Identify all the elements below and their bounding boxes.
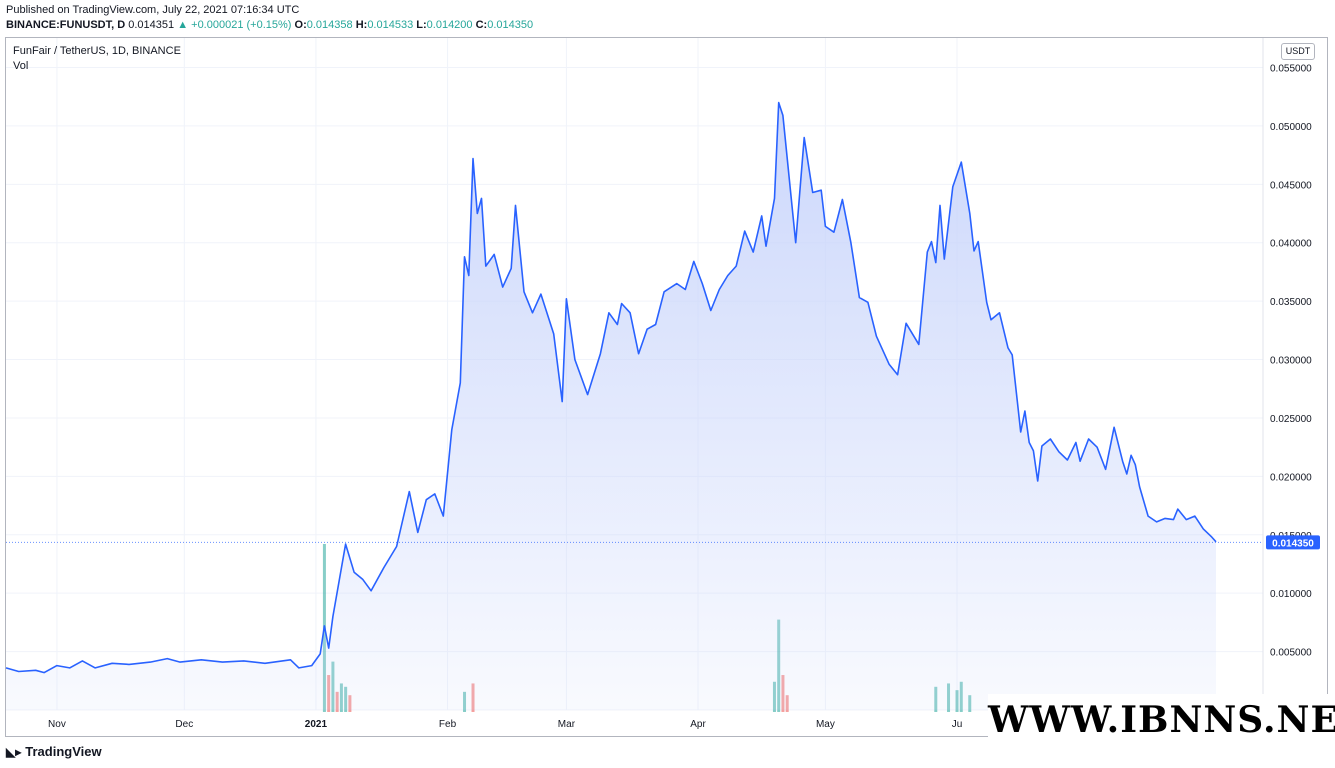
price-line <box>5 101 1217 674</box>
x-tick-label: Ju <box>952 719 963 730</box>
x-tick-label: Nov <box>48 719 66 730</box>
area-fill <box>6 102 1216 711</box>
y-tick-label: 0.030000 <box>1270 356 1312 367</box>
open-value: 0.014358 <box>306 19 353 31</box>
close-value: 0.014350 <box>487 19 534 31</box>
tradingview-logo-text: TradingView <box>25 744 102 759</box>
watermark: WWW.IBNNS.NET <box>988 694 1335 746</box>
x-tick-label: 2021 <box>305 719 328 730</box>
x-tick-label: Apr <box>690 719 706 730</box>
y-tick-label: 0.035000 <box>1270 297 1312 308</box>
last-price-tag <box>1266 535 1320 550</box>
last-price-line: 0.014350 <box>6 535 1320 550</box>
y-axis: 0.0000000.0050000.0100000.0150000.020000… <box>1270 64 1312 717</box>
y-tick-label: 0.050000 <box>1270 122 1312 133</box>
low-value: 0.014200 <box>426 19 473 31</box>
close-label: C: <box>475 19 488 31</box>
change-value: +0.000021 (+0.15%) <box>191 19 292 31</box>
x-axis: Nov Dec 2021 Feb Mar Apr May Ju <box>48 719 962 730</box>
high-value: 0.014533 <box>367 19 414 31</box>
last-price-tag-label: 0.014350 <box>1272 538 1314 549</box>
chart-frame <box>5 37 1328 737</box>
x-tick-label: Mar <box>558 719 576 730</box>
last-price: 0.014351 <box>128 19 175 31</box>
pane-title: FunFair / TetherUS, 1D, BINANCE <box>13 45 181 57</box>
y-tick-label: 0.025000 <box>1270 414 1312 425</box>
y-tick-label: 0.055000 <box>1270 64 1312 75</box>
y-tick-label: 0.040000 <box>1270 239 1312 250</box>
y-tick-label: 0.020000 <box>1270 472 1312 483</box>
x-tick-label: Feb <box>439 719 457 730</box>
price-area <box>5 101 1217 711</box>
high-label: H: <box>355 19 368 31</box>
published-note: Published on TradingView.com, July 22, 2… <box>6 4 300 16</box>
x-tick-label: May <box>816 719 835 730</box>
tradingview-logo-icon: ◣▸ <box>6 744 22 759</box>
x-tick-label: Dec <box>175 719 193 730</box>
y-tick-label: 0.045000 <box>1270 180 1312 191</box>
y-tick-label: 0.010000 <box>1270 589 1312 600</box>
change-arrow: ▲ <box>177 19 189 31</box>
symbol-ohlc-line: BINANCE:FUNUSDT, D 0.014351 ▲ +0.000021 … <box>6 19 533 31</box>
low-label: L: <box>416 19 427 31</box>
open-label: O: <box>294 19 307 31</box>
currency-button[interactable]: USDT <box>1281 43 1315 60</box>
volume-label: Vol <box>13 60 29 72</box>
y-tick-label: 0.005000 <box>1270 648 1312 659</box>
symbol-label: BINANCE:FUNUSDT, D <box>6 19 126 31</box>
tradingview-logo[interactable]: ◣▸ TradingView <box>6 744 102 759</box>
